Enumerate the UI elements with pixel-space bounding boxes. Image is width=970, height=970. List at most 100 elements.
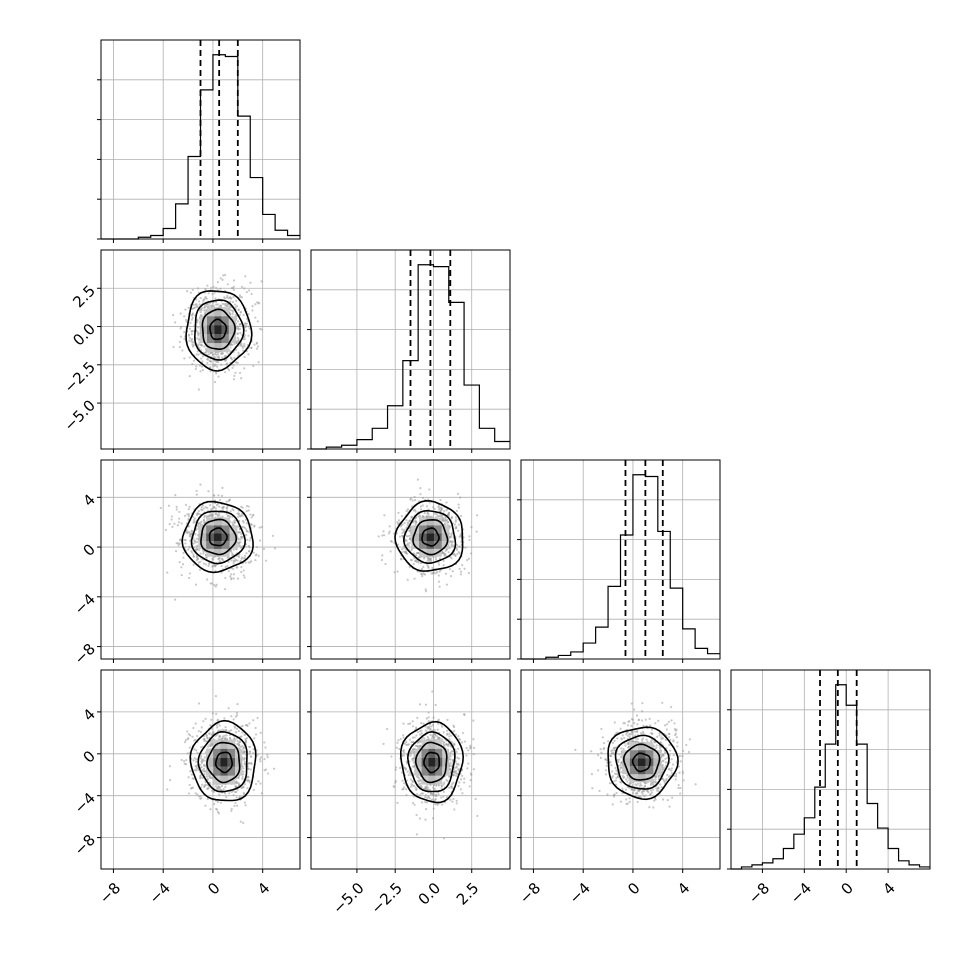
- scatter-point: [201, 360, 204, 363]
- scatter-point: [190, 318, 193, 321]
- scatter-point: [457, 735, 460, 738]
- scatter-point: [397, 511, 400, 514]
- scatter-point: [407, 722, 410, 726]
- scatter-point: [687, 750, 691, 754]
- scatter-point: [202, 299, 205, 303]
- scatter-point: [188, 336, 191, 340]
- scatter-point: [196, 350, 199, 353]
- scatter-panel-2-3: [517, 669, 721, 873]
- scatter-point: [390, 540, 394, 543]
- scatter-point: [189, 770, 192, 773]
- histogram-step-line: [731, 684, 930, 870]
- scatter-point: [273, 767, 276, 770]
- scatter-point: [256, 345, 260, 348]
- scatter-point: [402, 734, 405, 737]
- scatter-point: [416, 478, 420, 481]
- scatter-point: [398, 747, 401, 751]
- scatter-point: [243, 338, 247, 341]
- scatter-point: [188, 576, 191, 580]
- scatter-point: [194, 722, 197, 725]
- scatter-point: [247, 325, 250, 328]
- scatter-point: [232, 295, 235, 299]
- scatter-point: [393, 571, 396, 574]
- scatter-point: [187, 508, 190, 511]
- scatter-point: [671, 796, 674, 799]
- scatter-point: [204, 804, 207, 807]
- scatter-point: [167, 504, 171, 507]
- scatter-point: [221, 278, 224, 281]
- scatter-point: [259, 539, 262, 542]
- scatter-point: [170, 518, 173, 521]
- scatter-point: [248, 722, 251, 725]
- scatter-point: [382, 530, 385, 533]
- scatter-point: [396, 741, 399, 744]
- scatter-point: [403, 782, 406, 785]
- scatter-point: [259, 756, 263, 759]
- scatter-point: [451, 800, 454, 803]
- scatter-point: [461, 731, 465, 735]
- scatter-point: [681, 772, 685, 775]
- scatter-point: [397, 519, 401, 522]
- scatter-point: [179, 327, 182, 330]
- scatter-point: [383, 534, 386, 537]
- scatter-point: [214, 694, 218, 698]
- scatter-point: [171, 525, 174, 528]
- scatter-point: [461, 564, 464, 567]
- scatter-point: [221, 486, 224, 489]
- scatter-point: [177, 521, 181, 524]
- scatter-point: [254, 559, 257, 562]
- scatter-point: [200, 365, 204, 368]
- scatter-point: [393, 785, 396, 788]
- scatter-point: [244, 326, 247, 329]
- scatter-point: [402, 736, 405, 739]
- scatter-point: [247, 505, 250, 508]
- scatter-point: [432, 807, 435, 810]
- scatter-panel-0-2: [97, 459, 301, 663]
- scatter-point: [191, 329, 194, 333]
- scatter-point: [462, 781, 466, 784]
- scatter-point: [377, 535, 380, 538]
- scatter-point: [185, 318, 188, 322]
- scatter-point: [381, 554, 384, 557]
- scatter-point: [413, 499, 417, 502]
- scatter-point: [409, 498, 412, 501]
- scatter-point: [199, 730, 203, 734]
- scatter-point: [413, 495, 416, 499]
- scatter-point: [475, 530, 478, 533]
- scatter-point: [182, 556, 185, 559]
- scatter-point: [169, 778, 172, 782]
- scatter-point: [427, 720, 430, 723]
- scatter-point: [399, 737, 402, 741]
- scatter-point: [452, 797, 455, 801]
- scatter-point: [197, 729, 200, 733]
- scatter-point: [226, 294, 229, 297]
- histogram-step-line: [101, 54, 300, 240]
- scatter-point: [263, 741, 266, 744]
- scatter-point: [432, 716, 435, 719]
- scatter-point: [255, 341, 258, 344]
- scatter-point: [252, 788, 255, 791]
- scatter-point: [224, 576, 227, 580]
- scatter-point: [427, 711, 430, 714]
- scatter-point: [206, 578, 209, 581]
- scatter-point: [240, 377, 243, 380]
- scatter-point: [197, 795, 201, 798]
- scatter-point: [253, 737, 256, 740]
- scatter-point: [213, 802, 216, 806]
- scatter-point: [243, 343, 246, 346]
- scatter-point: [187, 776, 190, 779]
- scatter-point: [248, 289, 251, 292]
- scatter-point: [241, 724, 244, 728]
- scatter-point: [191, 341, 195, 344]
- scatter-point: [168, 523, 171, 526]
- scatter-point: [221, 302, 224, 305]
- scatter-point: [394, 781, 397, 784]
- scatter-point: [434, 572, 437, 575]
- scatter-point: [232, 718, 235, 721]
- scatter-point: [464, 546, 467, 549]
- scatter-point: [423, 573, 427, 576]
- scatter-point: [251, 309, 254, 312]
- scatter-point: [212, 304, 215, 307]
- scatter-point: [198, 346, 201, 350]
- scatter-point: [463, 567, 466, 570]
